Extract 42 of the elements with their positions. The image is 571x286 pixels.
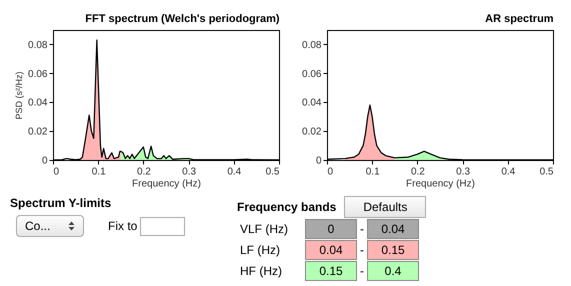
- text: -: [360, 243, 364, 257]
- y-tick-label: 0.08: [302, 40, 322, 51]
- text: Frequency bands: [237, 200, 336, 214]
- y-tick-label: 0.06: [28, 68, 48, 80]
- text: -: [360, 264, 364, 278]
- x-tick-label: 0.2: [410, 166, 426, 178]
- text: 0.15: [367, 240, 419, 260]
- x-tick-label: 0.4: [227, 166, 242, 178]
- x-tick-label: 0.1: [366, 166, 380, 178]
- text: 0.15: [305, 261, 357, 281]
- x-tick-label: 0.3: [182, 166, 196, 178]
- x-tick-label: 0.2: [136, 166, 152, 178]
- x-tick-label: 0.4: [501, 166, 516, 178]
- y-tick-label: 0.04: [302, 98, 322, 109]
- text: Co...: [16, 215, 84, 237]
- text: Spectrum Y-limits: [10, 196, 112, 210]
- text: Defaults: [344, 196, 426, 218]
- x-tick-label: 0.5: [266, 166, 280, 178]
- chart-title: AR spectrum: [485, 13, 554, 25]
- x-tick-label: 0.5: [540, 166, 554, 178]
- y-tick-label: 0.04: [28, 98, 48, 109]
- chart-title: FFT spectrum (Welch's periodogram): [85, 13, 280, 25]
- text: Fix to: [108, 219, 138, 233]
- x-tick-label: 0: [54, 166, 60, 178]
- text: -: [360, 222, 364, 236]
- x-axis-title: Frequency (Hz): [132, 178, 201, 190]
- y-tick-label: 0.06: [302, 68, 322, 80]
- y-tick-label: 0.02: [302, 126, 322, 138]
- y-tick-label: 0.08: [28, 40, 48, 51]
- x-tick-label: 0.1: [92, 166, 106, 178]
- category-label: HF (Hz): [240, 264, 283, 278]
- text: 0.4: [367, 261, 419, 281]
- y-tick-label: 0.02: [28, 126, 48, 138]
- y-tick-label: 0: [42, 156, 48, 166]
- y-tick-label: 0: [316, 156, 322, 166]
- category-label: VLF (Hz): [240, 222, 289, 236]
- x-tick-label: 0: [328, 166, 334, 178]
- y-axis-title: PSD (s²/Hz): [14, 72, 24, 120]
- category-label: LF (Hz): [240, 243, 281, 257]
- x-tick-label: 0.3: [456, 166, 470, 178]
- x-axis-title: Frequency (Hz): [406, 178, 475, 190]
- text: 0.04: [367, 219, 419, 239]
